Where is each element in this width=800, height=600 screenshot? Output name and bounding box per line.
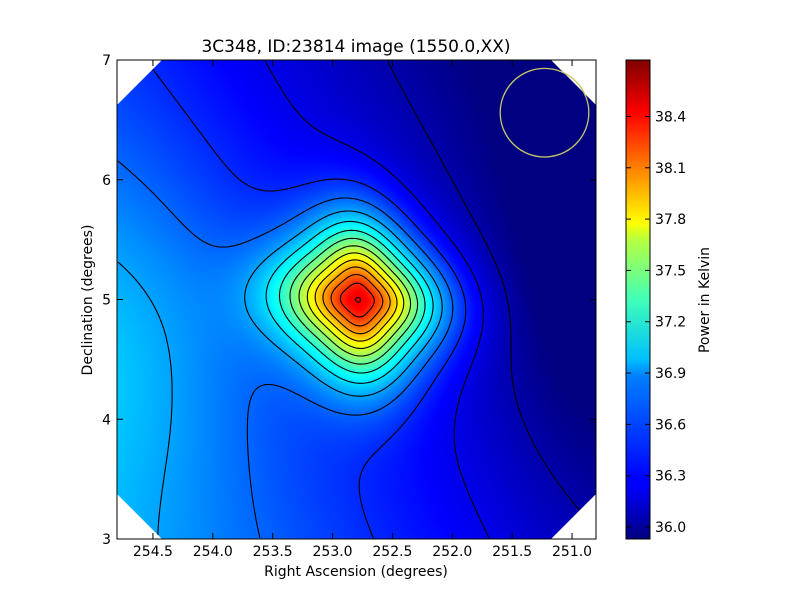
contour-line bbox=[355, 296, 362, 303]
contour-line bbox=[330, 273, 384, 327]
y-axis-label: Declination (degrees) bbox=[80, 225, 96, 376]
blank-corner-bottom-right bbox=[551, 494, 596, 539]
beam-circle bbox=[499, 67, 590, 158]
x-tick-label: 254.5 bbox=[133, 544, 173, 560]
colorbar-tick-label: 36.0 bbox=[655, 520, 686, 536]
colorbar-tick-label: 38.1 bbox=[655, 161, 686, 177]
contour-line bbox=[322, 266, 391, 335]
colorbar: 36.0 36.3 36.6 36.9 37.2 37.5 37.8 38.1 38.4 Pow… bbox=[625, 59, 713, 540]
contour-line bbox=[339, 282, 375, 318]
colorbar-tick-label: 36.6 bbox=[655, 417, 686, 433]
colorbar-tick-label: 37.5 bbox=[655, 263, 686, 279]
contour-line bbox=[117, 210, 443, 538]
colorbar-tick-label: 36.9 bbox=[655, 366, 686, 382]
contour-line bbox=[298, 245, 412, 357]
contour-line bbox=[278, 229, 426, 374]
contour-line bbox=[314, 259, 398, 342]
x-tick-label: 252.5 bbox=[372, 544, 412, 560]
y-tick-label: 3 bbox=[102, 532, 111, 548]
contour-line bbox=[265, 220, 434, 384]
x-tick-label: 251.0 bbox=[552, 544, 592, 560]
chart-title: 3C348, ID:23814 image (1550.0,XX) bbox=[201, 37, 510, 57]
y-tick-label: 7 bbox=[102, 53, 111, 69]
contour-line bbox=[117, 160, 454, 539]
contour-line bbox=[306, 252, 405, 350]
y-tick-label: 6 bbox=[102, 173, 111, 189]
contour-lines bbox=[117, 60, 596, 539]
x-tick-label: 253.5 bbox=[253, 544, 293, 560]
x-tick-label: 254.0 bbox=[193, 544, 233, 560]
heatmap-image bbox=[117, 60, 596, 539]
contour-line bbox=[387, 60, 596, 528]
contour-line bbox=[264, 60, 490, 539]
colorbar-tick-label: 36.3 bbox=[655, 469, 686, 485]
x-tick-label: 253.0 bbox=[313, 544, 353, 560]
colorbar-tick-label: 38.4 bbox=[655, 109, 686, 125]
y-axis-ticks: 3 4 5 6 7 bbox=[102, 53, 596, 548]
blank-corner-top-left bbox=[117, 60, 162, 105]
plot-area bbox=[117, 60, 596, 539]
x-axis-ticks: 254.5 254.0 253.5 253.0 252.5 252.0 251.5 251.0 bbox=[133, 60, 592, 560]
x-tick-label: 251.5 bbox=[492, 544, 532, 560]
blank-corner-bottom-left bbox=[117, 494, 162, 539]
contour-line bbox=[289, 237, 419, 365]
colorbar-tick-label: 37.8 bbox=[655, 212, 686, 228]
x-axis-label: Right Ascension (degrees) bbox=[264, 564, 448, 580]
x-tick-label: 252.0 bbox=[432, 544, 472, 560]
y-tick-label: 4 bbox=[102, 412, 111, 428]
y-tick-label: 5 bbox=[102, 293, 111, 309]
colorbar-label: Power in Kelvin bbox=[697, 247, 713, 353]
colorbar-ticks: 36.0 36.3 36.6 36.9 37.2 37.5 37.8 38.1 38.4 bbox=[626, 109, 686, 536]
colorbar-gradient bbox=[625, 59, 651, 540]
colorbar-tick-label: 37.2 bbox=[655, 315, 686, 331]
